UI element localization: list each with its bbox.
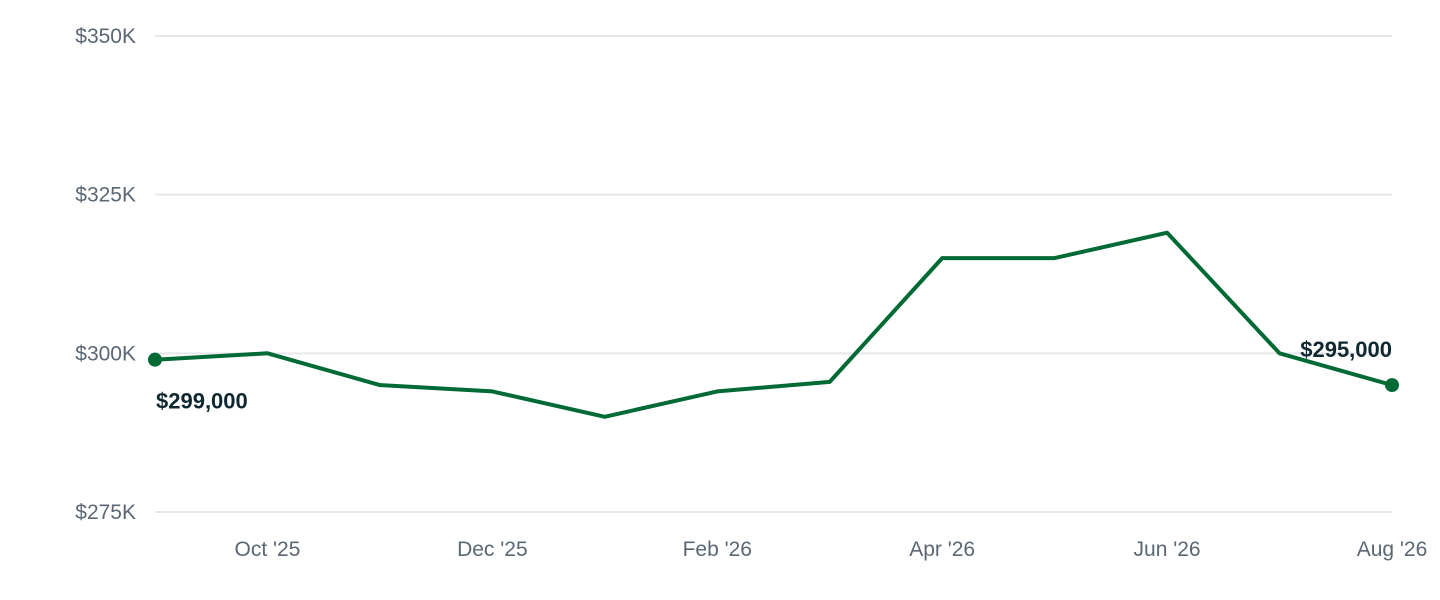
series-layer: [153, 230, 1394, 419]
data-point: [378, 383, 382, 387]
y-tick-label: $325K: [75, 184, 136, 207]
data-point: [490, 389, 494, 393]
y-tick-label: $300K: [75, 342, 136, 365]
x-tick-label: Dec '25: [457, 538, 528, 561]
data-point: [1165, 231, 1169, 235]
endpoint-marker: [1385, 378, 1399, 393]
x-tick-label: Feb '26: [683, 538, 752, 561]
data-point: [603, 415, 607, 419]
data-label: $295,000: [1300, 337, 1392, 362]
y-tick-label: $350K: [75, 25, 136, 48]
endpoint-marker: [148, 352, 162, 367]
x-tick-label: Apr '26: [909, 538, 975, 561]
y-axis: $275K $300K $325K $350K: [75, 25, 136, 524]
data-point: [1053, 256, 1057, 260]
data-point: [715, 389, 719, 393]
data-point: [940, 256, 944, 260]
x-tick-label: Aug '26: [1357, 538, 1428, 561]
data-point: [828, 380, 832, 384]
series-line: [153, 230, 1394, 419]
x-tick-label: Jun '26: [1134, 538, 1201, 561]
data-label: $299,000: [156, 389, 248, 414]
grid-layer: [155, 35, 1392, 513]
data-point: [265, 351, 269, 355]
y-tick-label: $275K: [75, 501, 136, 524]
data-point: [1278, 351, 1282, 355]
x-axis: Oct '25 Dec '25 Feb '26 Apr '26 Jun '26 Aug '…: [235, 538, 1428, 561]
data-labels-layer: $299,000 $295,000: [148, 337, 1399, 414]
x-tick-label: Oct '25: [235, 538, 301, 561]
